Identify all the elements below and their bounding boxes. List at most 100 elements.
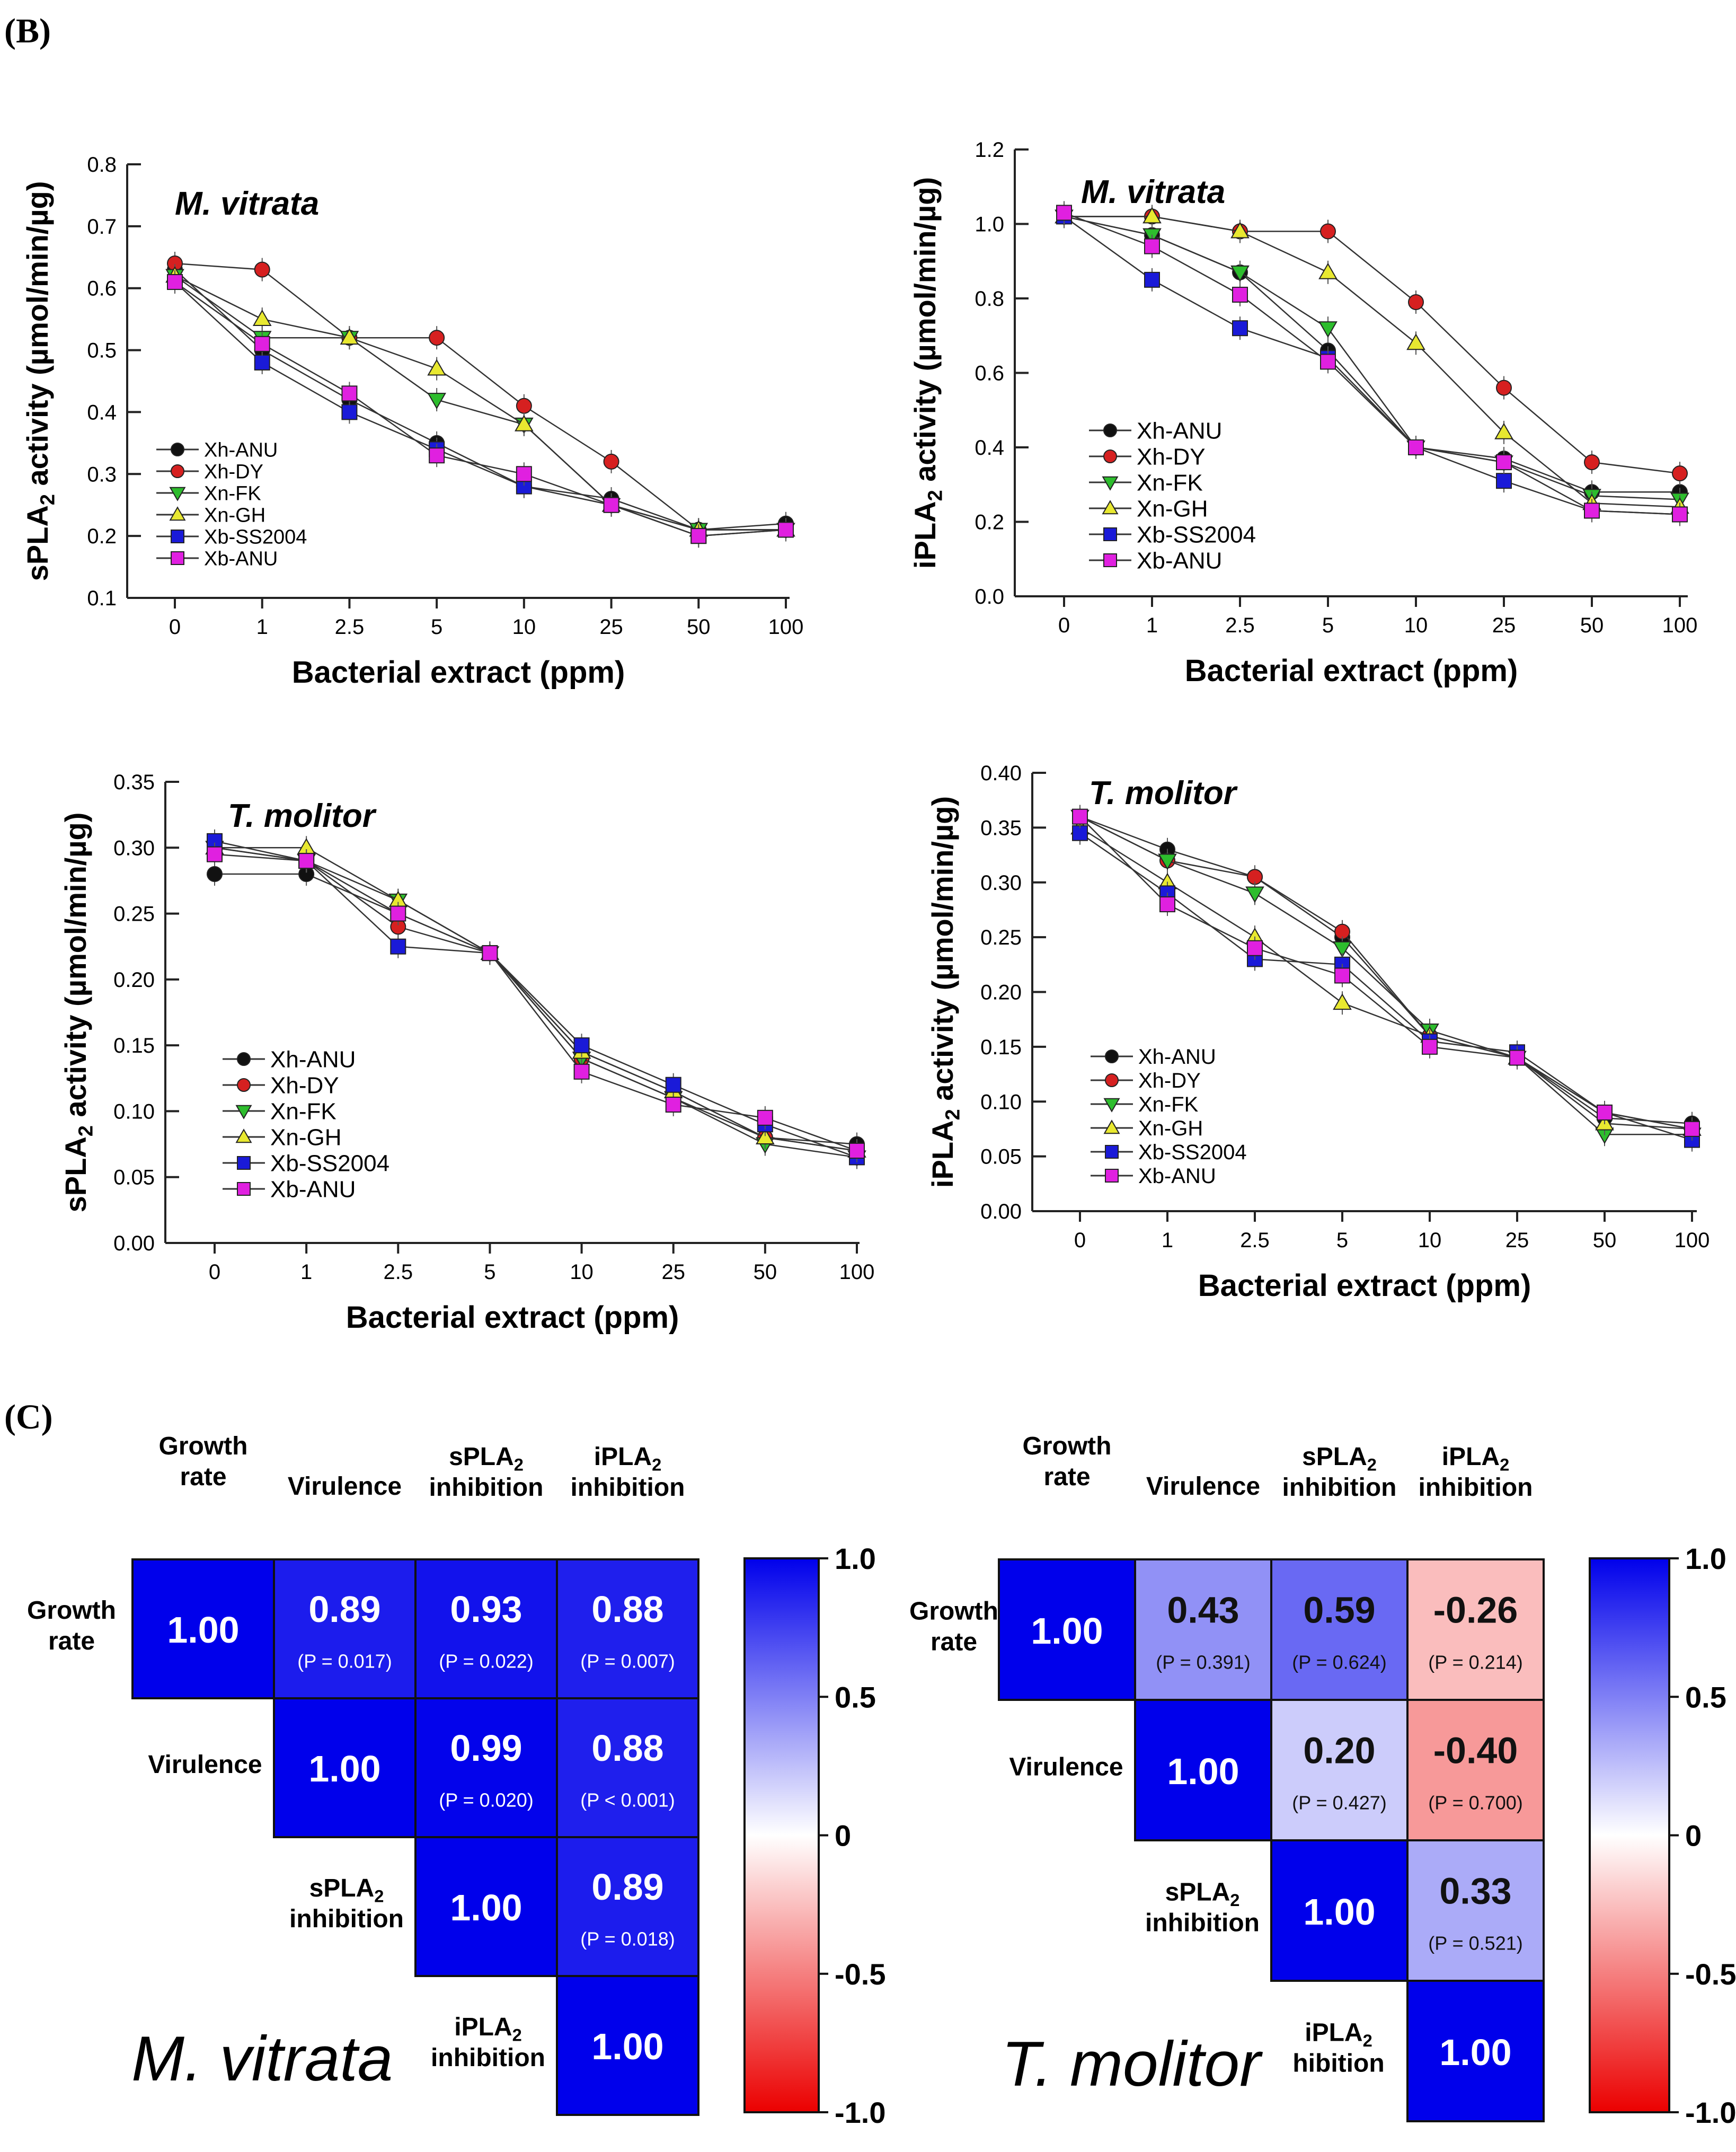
y-tick-label: 0.40 [980, 762, 1022, 785]
data-point-Xb-ANU [207, 846, 223, 862]
x-tick-label: 2.5 [383, 1260, 413, 1284]
series-line-Xn-GH [1064, 216, 1680, 508]
series-line-Xn-GH [174, 275, 786, 531]
data-point-Xn-GH [1333, 993, 1352, 1010]
data-point-Xh-DY [1672, 465, 1688, 482]
data-point-Xb-ANU [1584, 502, 1600, 519]
legend-label: Xh-ANU [1138, 1045, 1216, 1069]
legend-marker-Xh-DY [171, 464, 184, 478]
y-tick-label: 0.30 [113, 836, 155, 860]
legend-label: Xh-ANU [1137, 418, 1222, 444]
x-tick-label: 25 [599, 615, 623, 639]
x-tick-label: 10 [570, 1260, 594, 1284]
heatmap-cell [1406, 1980, 1545, 2122]
x-tick-label: 1 [300, 1260, 312, 1284]
data-point-Xn-GH [515, 414, 534, 431]
legend-marker-Xh-DY [1105, 1073, 1119, 1087]
y-tick-label: 0.4 [87, 401, 117, 424]
line-charts: 0.10.20.30.40.50.60.70.80 1 2.5 5 10 25 50 100B… [21, 138, 1710, 1335]
x-tick-label: 5 [484, 1260, 495, 1284]
column-label: rate [1043, 1463, 1090, 1491]
series-line-Xb-ANU [174, 281, 786, 537]
panel-b-label: (B) [4, 12, 51, 50]
column-label: sPLA2 [449, 1443, 524, 1475]
column-label: inhibition [429, 1474, 544, 1502]
colorbar [743, 1557, 820, 2113]
colorbar-tick-label: 1.0 [835, 1542, 876, 1575]
colorbar-tick-label: -0.5 [835, 1957, 886, 1991]
y-tick-label: 0.4 [975, 436, 1004, 460]
legend-marker-Xh-ANU [237, 1052, 251, 1066]
x-tick-label: 10 [1404, 614, 1428, 637]
row-label: rate [48, 1627, 95, 1655]
data-point-Xn-FK [1318, 321, 1338, 338]
row-label: iPLA2 [454, 2013, 522, 2045]
legend-label: Xn-GH [1138, 1117, 1203, 1140]
data-point-Xn-GH [1406, 333, 1425, 350]
series-line-Xn-FK [1064, 216, 1680, 500]
species-title: M. vitrata [175, 186, 319, 222]
y-tick-label: 0.2 [87, 525, 117, 548]
data-point-Xb-ANU [341, 385, 358, 402]
colorbar-tick-label: 0.5 [1685, 1680, 1726, 1714]
y-tick-label: 0.8 [975, 287, 1004, 311]
legend-marker-Xn-GH [235, 1128, 252, 1143]
legend-label: Xb-ANU [270, 1176, 356, 1202]
x-tick-label: 0 [1074, 1229, 1086, 1252]
heatmap-cell [1134, 1699, 1272, 1841]
y-tick-label: 0.30 [980, 871, 1022, 895]
cell-value: 0.89 [591, 1866, 663, 1908]
legend-label: Xb-SS2004 [270, 1150, 389, 1176]
heatmap-cell [556, 1697, 699, 1838]
heatmap-cell [556, 1836, 699, 1977]
x-tick-label: 5 [431, 615, 442, 639]
heatmap-cell [414, 1836, 558, 1977]
column-label: rate [180, 1463, 226, 1491]
data-point-Xb-ANU [390, 905, 406, 922]
data-point-Xb-ANU [1072, 808, 1088, 825]
data-point-Xb-ANU [1597, 1104, 1613, 1121]
y-axis-label: iPLA2 activity (µmol/min/µg) [908, 177, 946, 569]
y-tick-label: 0.7 [87, 215, 117, 239]
x-tick-label: 100 [1662, 614, 1698, 637]
x-tick-label: 50 [1593, 1229, 1617, 1252]
species-label: T. molitor [1002, 2028, 1263, 2100]
data-point-Xb-ANU [516, 466, 532, 482]
data-point-Xb-ANU [690, 528, 707, 544]
row-label: sPLA2 [309, 1874, 384, 1906]
x-tick-label: 0 [169, 615, 181, 639]
legend-marker-Xb-ANU [1105, 1169, 1119, 1183]
legend-marker-Xn-FK [1103, 1098, 1120, 1113]
legend-marker-Xh-ANU [171, 443, 184, 456]
data-point-Xb-ANU [1247, 940, 1263, 956]
heatmap-cell [131, 1558, 275, 1699]
species-title: T. molitor [228, 798, 377, 834]
x-axis-label: Bacterial extract (ppm) [1185, 654, 1518, 688]
cell-value: 0.89 [308, 1589, 380, 1630]
y-axis-label: sPLA2 activity (µmol/min/µg) [59, 813, 97, 1213]
data-point-Xb-SS2004 [665, 1077, 681, 1093]
data-point-Xh-ANU [207, 866, 223, 882]
column-label: inhibition [571, 1474, 685, 1502]
y-tick-label: 0.25 [113, 903, 155, 926]
legend-label: Xn-GH [270, 1124, 341, 1150]
data-point-Xh-DY [1584, 454, 1600, 471]
heatmap-cell [556, 1975, 699, 2116]
x-tick-label: 5 [1322, 614, 1334, 637]
y-tick-label: 0.05 [113, 1166, 155, 1189]
x-tick-label: 2.5 [1240, 1229, 1270, 1252]
data-point-Xb-ANU [1509, 1049, 1525, 1066]
data-point-Xn-GH [1142, 207, 1162, 224]
x-tick-label: 100 [1675, 1229, 1710, 1252]
series-line-Xb-SS2004 [1064, 216, 1680, 515]
legend-marker-Xn-FK [169, 487, 186, 501]
legend-marker-Xb-SS2004 [237, 1156, 251, 1170]
species-label: M. vitrata [131, 2023, 393, 2094]
y-tick-label: 0.0 [975, 585, 1004, 608]
legend-label: Xb-ANU [204, 548, 278, 570]
data-point-Xb-ANU [482, 945, 498, 962]
y-tick-label: 0.5 [87, 339, 117, 363]
